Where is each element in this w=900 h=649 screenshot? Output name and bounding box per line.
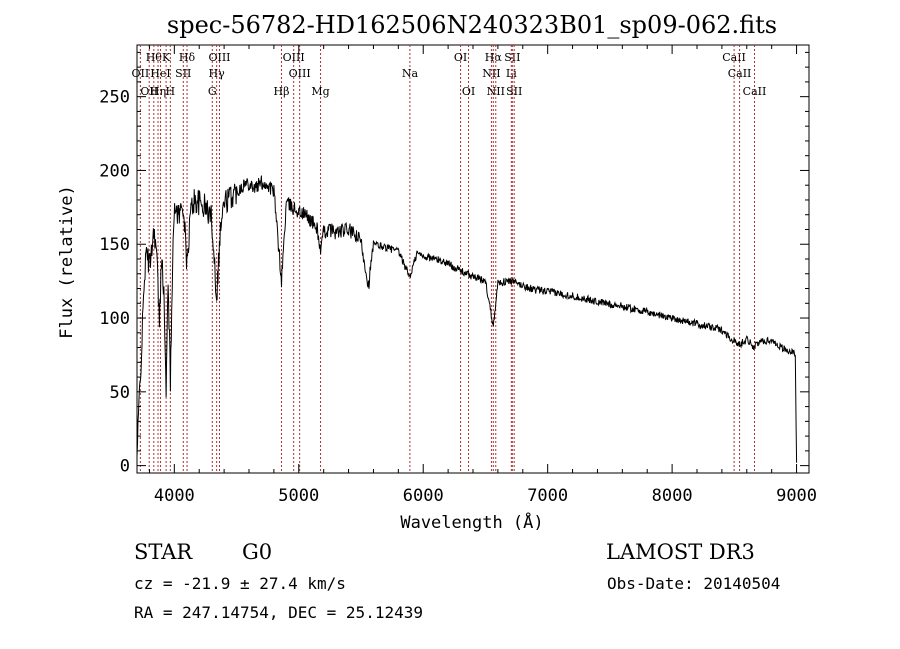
line-label-nii: NII [482, 67, 500, 80]
y-tick-label: 150 [99, 235, 130, 255]
spectral-line-markers: OIIOIIHθHηHeIKHSIIHδGHγOIIIHβOIIIOIIIMgN… [132, 45, 767, 473]
line-label-oi: OI [454, 51, 467, 64]
y-tick-label: 250 [99, 88, 130, 108]
y-tick-label: 0 [120, 457, 130, 477]
line-label-k: K [162, 51, 171, 64]
line-label-hδ: Hδ [179, 51, 196, 64]
plot-frame [136, 44, 810, 474]
line-label-sii: SII [175, 67, 191, 80]
line-label-mg: Mg [311, 85, 329, 98]
line-label-hα: Hα [485, 51, 503, 64]
x-tick-label: 5000 [278, 486, 319, 506]
line-label-g: G [208, 85, 217, 98]
line-label-li: Li [506, 67, 517, 80]
line-label-sii: SII [504, 51, 520, 64]
coordinates: RA = 247.14754, DEC = 25.12439 [134, 603, 423, 622]
object-subclass: G0 [242, 540, 273, 564]
spectrum-series-line [136, 175, 798, 463]
x-axis-label: Wavelength (Å) [400, 511, 543, 533]
redshift-value: cz = -21.9 ± 27.4 km/s [134, 574, 346, 593]
line-label-na: Na [402, 67, 419, 80]
y-axis-label: Flux (relative) [57, 185, 77, 339]
x-tick-label: 9000 [776, 486, 817, 506]
line-label-hθ: Hθ [146, 51, 163, 64]
line-label-h: H [166, 85, 176, 98]
object-class: STAR [134, 540, 193, 564]
y-tick-label: 200 [99, 161, 130, 181]
line-label-caii: CaII [722, 51, 746, 64]
line-label-caii: CaII [743, 85, 767, 98]
line-label-hη: Hη [150, 85, 166, 98]
line-label-oii: OII [132, 67, 150, 80]
y-tick-label: 100 [99, 309, 130, 329]
x-tick-label: 4000 [154, 486, 195, 506]
axis-ticks: 4000 5000 6000 7000 8000 9000 0 50 100 150 200 250 [99, 45, 817, 506]
line-label-hγ: Hγ [209, 67, 226, 80]
chart-title: spec-56782-HD162506N240323B01_sp09-062.f… [167, 11, 777, 39]
line-label-hei: HeI [150, 67, 170, 80]
line-label-oi: OI [462, 85, 475, 98]
x-tick-label: 6000 [403, 486, 444, 506]
line-label-oiii: OIII [289, 67, 311, 80]
line-label-sii: SII [506, 85, 522, 98]
observation-date: Obs-Date: 20140504 [607, 574, 781, 593]
x-tick-label: 7000 [527, 486, 568, 506]
line-label-caii: CaII [728, 67, 752, 80]
y-tick-label: 50 [110, 383, 130, 403]
line-label-oiii: OIII [283, 51, 305, 64]
line-label-hβ: Hβ [274, 85, 290, 98]
survey-name: LAMOST DR3 [606, 540, 755, 564]
line-label-nii: NII [487, 85, 505, 98]
x-tick-label: 8000 [652, 486, 693, 506]
line-label-oiii: OIII [208, 51, 230, 64]
